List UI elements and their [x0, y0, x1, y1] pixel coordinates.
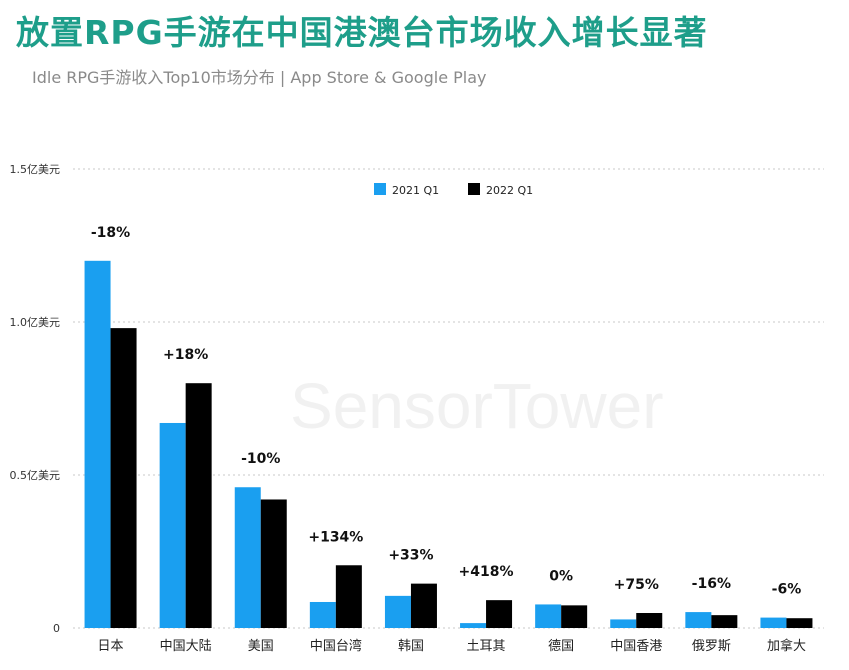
bar-2022	[260, 499, 287, 628]
legend-label: 2021 Q1	[392, 184, 439, 197]
change-label: -16%	[692, 576, 731, 592]
change-label: -18%	[91, 225, 130, 241]
bar-2022	[410, 583, 437, 628]
bar-2021	[159, 422, 186, 628]
change-label: -10%	[241, 451, 280, 467]
chart-subtitle: Idle RPG手游收入Top10市场分布 | App Store & Goog…	[32, 68, 487, 87]
bar-2021	[535, 604, 562, 628]
category-label: 中国台湾	[310, 638, 362, 654]
watermark-text: SensorTower	[290, 370, 664, 442]
bar-2022	[636, 613, 663, 628]
change-label: -6%	[772, 582, 802, 598]
category-label: 日本	[98, 639, 124, 654]
bar-2022	[786, 618, 813, 628]
category-label: 美国	[248, 639, 274, 654]
category-label: 土耳其	[467, 639, 506, 654]
bar-2022	[110, 328, 137, 628]
change-label: +33%	[388, 548, 433, 564]
category-label: 韩国	[398, 639, 424, 654]
change-label: +418%	[459, 564, 514, 580]
bar-2021	[234, 487, 261, 628]
bar-2021	[84, 260, 111, 628]
legend-swatch	[468, 183, 480, 195]
y-tick-label: 0	[53, 622, 60, 635]
change-label: +75%	[614, 577, 659, 593]
change-labels: -18% +18% -10% +134% +33% +418% 0% +75% -16% -6%	[91, 225, 801, 598]
y-tick-label: 1.0亿美元	[10, 316, 61, 329]
category-label: 中国香港	[610, 639, 662, 654]
bar-2022	[561, 605, 588, 628]
change-label: +134%	[308, 529, 363, 545]
legend-swatch	[374, 183, 386, 195]
bar-2022	[486, 600, 513, 628]
category-label: 加拿大	[767, 638, 806, 654]
category-label: 中国大陆	[160, 638, 212, 654]
bar-2021	[685, 612, 712, 628]
y-tick-label: 1.5亿美元	[10, 163, 61, 176]
x-axis: 日本 中国大陆 美国 中国台湾 韩国 土耳其 德国 中国香港 俄罗斯 加拿大	[98, 638, 806, 654]
bar-2021	[309, 601, 336, 628]
y-tick-label: 0.5亿美元	[10, 469, 61, 482]
bar-2021	[460, 623, 487, 628]
category-label: 俄罗斯	[692, 639, 731, 654]
bar-2022	[711, 615, 738, 628]
bar-2022	[335, 565, 362, 628]
legend: 2021 Q1 2022 Q1	[374, 183, 533, 197]
category-label: 德国	[548, 639, 574, 654]
bar-2021	[610, 619, 637, 628]
bar-2021	[760, 617, 787, 628]
y-axis: 0 0.5亿美元 1.0亿美元 1.5亿美元	[10, 163, 61, 635]
change-label: 0%	[549, 568, 573, 584]
chart-title: 放置RPG手游在中国港澳台市场收入增长显著	[16, 13, 708, 52]
change-label: +18%	[163, 347, 208, 363]
bars	[84, 260, 813, 628]
legend-label: 2022 Q1	[486, 184, 533, 197]
bar-2022	[185, 383, 212, 628]
bar-2021	[384, 595, 411, 628]
